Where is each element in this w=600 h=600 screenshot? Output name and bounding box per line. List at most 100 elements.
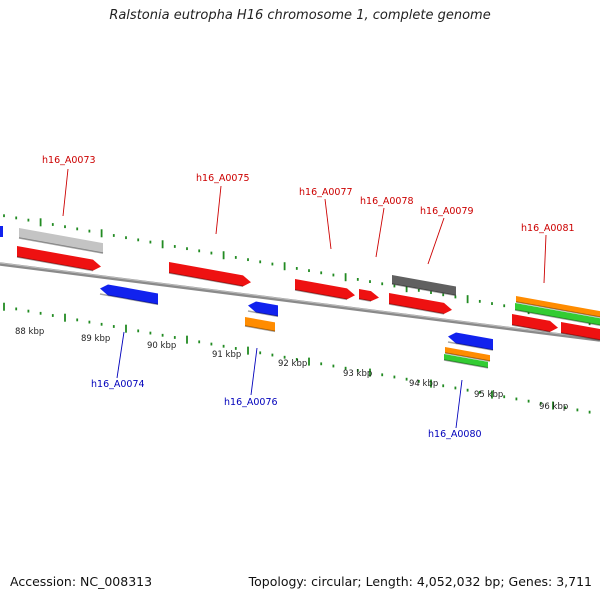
gene-h16-a0076-orange-body [245, 317, 275, 332]
minor-tick [588, 410, 591, 414]
minor-tick [356, 369, 359, 372]
gene-h16-a0078 [358, 289, 379, 302]
gene-h16-a0082-body [561, 322, 600, 341]
minor-tick [3, 214, 5, 218]
minor-tick [430, 291, 432, 294]
minor-tick [356, 278, 359, 281]
gene-h16-a0082 [560, 322, 600, 341]
gene-label-top: h16_A0073 [42, 155, 96, 166]
minor-tick [15, 216, 18, 220]
gene-h16-a0080-body [448, 332, 493, 351]
gene-h16-a0079 [388, 293, 452, 315]
kbp-label: 91 kbp [212, 350, 241, 360]
major-tick [222, 251, 225, 260]
minor-tick [259, 351, 262, 355]
leader-line-top [427, 217, 445, 265]
leader-line-bottom [455, 379, 463, 429]
minor-tick [88, 229, 91, 233]
major-tick [430, 379, 432, 388]
genome-backbone [0, 262, 600, 342]
gene-h16-a0081-green-shadow [514, 309, 600, 327]
minor-tick [320, 362, 323, 366]
gene-h16-a0074 [99, 284, 159, 306]
backbone-highlight [0, 262, 600, 340]
gene-h16-a0076-orange [244, 317, 276, 333]
gene-label-top: h16_A0075 [196, 173, 250, 184]
minor-tick [478, 299, 481, 303]
kbp-label: 88 kbp [15, 327, 44, 337]
gene-h16-a0080-green-body [444, 354, 488, 368]
minor-tick [137, 238, 140, 242]
gene-h16-a0080-orange-shadow [444, 352, 491, 362]
minor-tick [173, 336, 176, 339]
minor-tick [332, 364, 335, 368]
gray-light-gene-body [19, 228, 103, 254]
minor-tick [210, 251, 213, 255]
minor-tick [393, 375, 396, 379]
label-leader-lines [62, 168, 547, 429]
gene-h16-a0080-shadow [447, 341, 494, 351]
minor-tick [15, 307, 18, 311]
kbp-label: 93 kbp [343, 369, 372, 379]
map-title: Ralstonia eutropha H16 chromosome 1, com… [109, 8, 491, 23]
major-tick [247, 346, 249, 355]
minor-tick [332, 273, 335, 277]
kbp-label: 89 kbp [81, 334, 110, 344]
gene-h16-a0075-shadow [168, 272, 244, 288]
kbp-labels: 88 kbp 89 kbp 90 kbp 91 kbp 92 kbp 93 kbp 94 k… [15, 327, 568, 412]
minor-tick [259, 260, 262, 264]
kbp-label: 90 kbp [147, 341, 176, 351]
gene-h16-a0077 [294, 279, 355, 301]
kbp-label: 95 kbp [474, 390, 503, 400]
minor-tick [564, 406, 567, 410]
minor-tick [405, 377, 408, 381]
gene-label-top: h16_A0077 [299, 187, 353, 198]
minor-tick [161, 333, 164, 337]
minor-tick [442, 293, 445, 297]
minor-tick [466, 388, 469, 392]
minor-tick [503, 395, 506, 399]
gene-h16-a0075-body [169, 262, 251, 287]
kbp-label: 92 kbp [278, 359, 307, 369]
minor-tick [393, 284, 396, 288]
gene-h16-a0079-gray-body [392, 275, 456, 296]
minor-tick [149, 240, 152, 244]
minor-tick [39, 311, 42, 315]
gene-h16-a0074-shadow [99, 293, 159, 306]
leader-line-top [324, 198, 332, 250]
gene-h16-a0080-orange-body [445, 347, 490, 362]
gene-label-bottom: h16_A0074 [91, 379, 145, 390]
gene-h16-a0081-green [514, 303, 600, 327]
minor-tick [491, 302, 493, 305]
minor-tick [539, 401, 542, 405]
major-tick [39, 218, 42, 227]
gene-h16-a0081-orange-body [516, 296, 600, 318]
edge-blue-gene [0, 226, 3, 237]
leader-line-bottom [116, 331, 125, 379]
gene-h16-a0076-shadow [247, 310, 279, 318]
gene-h16-a0079-shadow [388, 303, 445, 315]
minor-tick [417, 288, 420, 292]
gene-h16-a0075 [168, 262, 251, 288]
minor-tick [100, 322, 103, 326]
kbp-label: 94 kbp [409, 379, 438, 389]
minor-tick [186, 247, 188, 251]
gene-h16-a0076 [247, 301, 279, 318]
gene-h16-a0079-body [389, 293, 452, 314]
gene-features [0, 226, 600, 369]
leader-line-top [215, 185, 222, 235]
minor-tick [88, 320, 91, 324]
major-tick [405, 284, 408, 293]
leader-line-top [62, 168, 69, 217]
major-tick [64, 313, 66, 322]
gene-label-top: h16_A0078 [360, 196, 414, 207]
gene-h16-a0077-shadow [294, 289, 348, 301]
major-tick [125, 324, 127, 333]
minor-tick [234, 256, 237, 259]
minor-tick [222, 344, 225, 348]
gene-label-bottom: h16_A0080 [428, 429, 482, 440]
major-tick [186, 335, 188, 344]
minor-tick [381, 373, 384, 377]
gray-light-gene [18, 228, 104, 254]
